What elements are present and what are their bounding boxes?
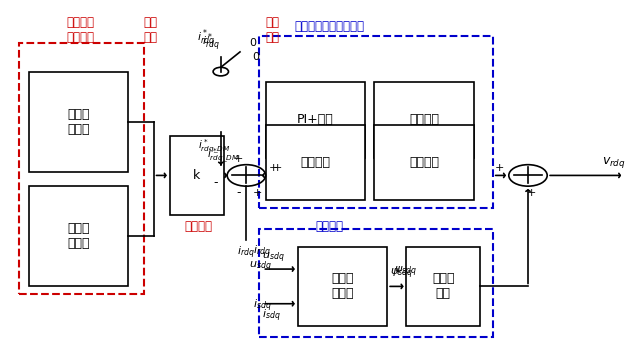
- Text: 全力
灭磁: 全力 灭磁: [265, 16, 279, 44]
- Bar: [29, 186, 128, 286]
- Bar: [374, 125, 474, 200]
- Text: $u_{sdq}$: $u_{sdq}$: [250, 260, 272, 274]
- Text: $i^*_{rdq}$: $i^*_{rdq}$: [196, 28, 214, 50]
- Bar: [406, 247, 480, 326]
- Text: k: k: [193, 169, 200, 182]
- Text: -: -: [213, 176, 218, 189]
- Text: 前馈控制: 前馈控制: [316, 220, 344, 233]
- Bar: [298, 247, 387, 326]
- Text: +: +: [269, 163, 278, 173]
- Text: 内模控制: 内模控制: [409, 113, 439, 126]
- Text: 灭磁电流
指令计算: 灭磁电流 指令计算: [66, 16, 94, 44]
- Text: 基于定
子电流: 基于定 子电流: [67, 222, 90, 250]
- Text: 0: 0: [250, 38, 256, 48]
- Text: $v_{rdq}$: $v_{rdq}$: [602, 155, 625, 170]
- Text: $i_{rdq}$: $i_{rdq}$: [237, 244, 255, 261]
- Text: PI+前馈: PI+前馈: [297, 113, 333, 126]
- Bar: [259, 36, 493, 208]
- Bar: [266, 125, 365, 200]
- Text: 滞环控制: 滞环控制: [300, 156, 330, 169]
- Text: -: -: [236, 186, 241, 199]
- Text: 前馈项
计算: 前馈项 计算: [432, 272, 454, 300]
- Text: 无功
支撑: 无功 支撑: [143, 16, 157, 44]
- Text: 滑模控制: 滑模控制: [409, 156, 439, 169]
- Text: +: +: [234, 154, 243, 164]
- Bar: [259, 229, 493, 337]
- Text: 灭磁系数: 灭磁系数: [184, 220, 212, 233]
- Bar: [19, 43, 144, 294]
- Text: $i^*_{rdq\_DM}$: $i^*_{rdq\_DM}$: [207, 147, 239, 165]
- Text: +: +: [273, 163, 282, 173]
- Bar: [170, 136, 224, 215]
- Bar: [29, 72, 128, 172]
- Text: +: +: [253, 188, 262, 198]
- Text: $\psi_{sdq}$: $\psi_{sdq}$: [394, 265, 417, 279]
- Text: 基于定
子磁链: 基于定 子磁链: [67, 108, 90, 136]
- Text: $i_{rdq}$: $i_{rdq}$: [253, 243, 271, 260]
- Text: $\psi_{sdq}$: $\psi_{sdq}$: [390, 267, 413, 281]
- Text: $i_{sdq}$: $i_{sdq}$: [262, 307, 281, 324]
- Bar: [266, 82, 365, 158]
- Text: $u_{sdq}$: $u_{sdq}$: [262, 251, 285, 266]
- Bar: [374, 82, 474, 158]
- Text: $i^*_{rdq}$: $i^*_{rdq}$: [202, 32, 220, 54]
- Text: $i_{sdq}$: $i_{sdq}$: [253, 298, 272, 314]
- Text: +: +: [527, 188, 536, 198]
- Text: 0: 0: [253, 52, 259, 62]
- Text: 转子电流高性能控制器: 转子电流高性能控制器: [294, 20, 365, 33]
- Text: +: +: [495, 163, 504, 173]
- Text: 定子磁
链观测: 定子磁 链观测: [331, 272, 354, 300]
- Text: $i^*_{rdq\_DM}$: $i^*_{rdq\_DM}$: [198, 137, 230, 156]
